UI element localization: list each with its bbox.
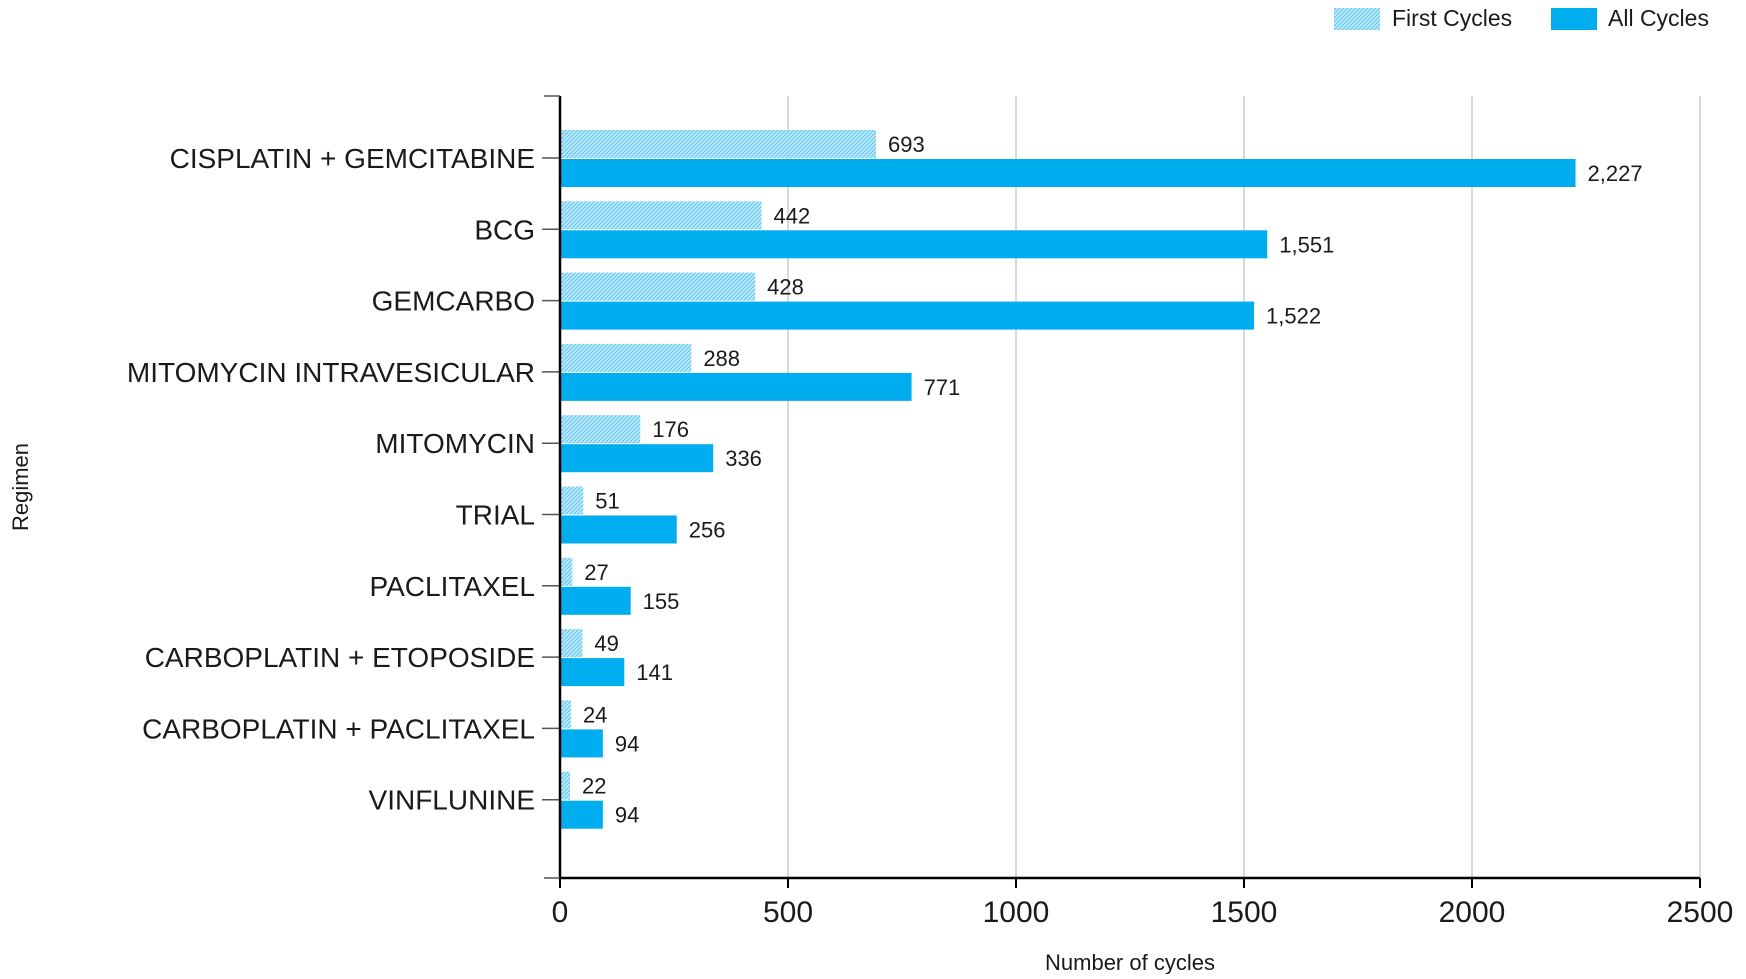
data-label-all-cycles: 155: [643, 589, 680, 614]
bar-all-cycles: [560, 230, 1268, 259]
category-label: GEMCARBO: [372, 286, 535, 317]
data-label-all-cycles: 1,522: [1266, 304, 1321, 329]
data-label-first-cycles: 27: [584, 560, 608, 585]
y-axis-title: Regimen: [8, 443, 33, 531]
bar-first-cycles: [560, 557, 573, 586]
legend: First Cycles All Cycles: [1334, 5, 1709, 31]
data-label-all-cycles: 1,551: [1279, 232, 1334, 257]
legend-swatch-all-cycles: [1551, 8, 1597, 30]
data-label-first-cycles: 24: [583, 702, 607, 727]
bar-all-cycles: [560, 372, 912, 401]
bar-first-cycles: [560, 201, 762, 230]
x-tick-label: 2500: [1667, 896, 1734, 929]
labels: 693 2,227 CISPLATIN + GEMCITABINE 442 1,551 B…: [8, 132, 1734, 975]
data-label-all-cycles: 141: [636, 660, 673, 685]
data-label-all-cycles: 336: [725, 446, 762, 471]
data-label-first-cycles: 49: [594, 631, 618, 656]
bar-all-cycles: [560, 800, 603, 829]
x-tick-label: 500: [763, 896, 813, 929]
axes: [542, 95, 1701, 888]
category-label: MITOMYCIN INTRAVESICULAR: [127, 357, 535, 388]
x-axis-title: Number of cycles: [1045, 950, 1215, 974]
bar-all-cycles: [560, 301, 1255, 330]
x-tick-label: 0: [552, 896, 569, 929]
data-label-first-cycles: 22: [582, 774, 606, 799]
bar-first-cycles: [560, 486, 584, 515]
x-tick-label: 1500: [1211, 896, 1278, 929]
category-label: VINFLUNINE: [369, 785, 535, 816]
bar-first-cycles: [560, 700, 571, 729]
bar-all-cycles: [560, 444, 714, 473]
legend-swatch-first-cycles: [1334, 8, 1380, 30]
bar-first-cycles: [560, 629, 583, 658]
data-label-first-cycles: 51: [595, 489, 619, 514]
data-label-all-cycles: 94: [615, 803, 639, 828]
bar-all-cycles: [560, 515, 677, 544]
data-label-first-cycles: 442: [774, 203, 811, 228]
legend-label-first-cycles: First Cycles: [1392, 5, 1512, 31]
bars: [560, 130, 1576, 829]
data-label-all-cycles: 2,227: [1588, 161, 1643, 186]
bar-first-cycles: [560, 272, 756, 301]
gridlines: [787, 96, 1701, 878]
legend-label-all-cycles: All Cycles: [1608, 5, 1709, 31]
bar-all-cycles: [560, 586, 631, 615]
bar-first-cycles: [560, 130, 877, 158]
data-label-first-cycles: 288: [703, 346, 740, 371]
bar-all-cycles: [560, 159, 1576, 187]
bar-first-cycles: [560, 771, 571, 800]
bar-all-cycles: [560, 658, 625, 687]
category-label: CISPLATIN + GEMCITABINE: [170, 143, 535, 174]
data-label-all-cycles: 771: [924, 375, 961, 400]
category-label: CARBOPLATIN + ETOPOSIDE: [145, 642, 535, 673]
data-label-all-cycles: 256: [689, 518, 726, 543]
x-tick-label: 1000: [983, 896, 1050, 929]
bar-all-cycles: [560, 729, 603, 758]
data-label-all-cycles: 94: [615, 731, 639, 756]
bar-first-cycles: [560, 343, 692, 372]
data-label-first-cycles: 428: [767, 275, 804, 300]
category-label: BCG: [474, 214, 535, 245]
category-label: PACLITAXEL: [370, 571, 535, 602]
data-label-first-cycles: 176: [652, 417, 689, 442]
category-label: TRIAL: [456, 500, 535, 531]
data-label-first-cycles: 693: [888, 132, 925, 157]
x-tick-label: 2000: [1439, 896, 1506, 929]
category-label: MITOMYCIN: [375, 428, 535, 459]
category-label: CARBOPLATIN + PACLITAXEL: [142, 713, 535, 744]
bar-first-cycles: [560, 415, 641, 444]
